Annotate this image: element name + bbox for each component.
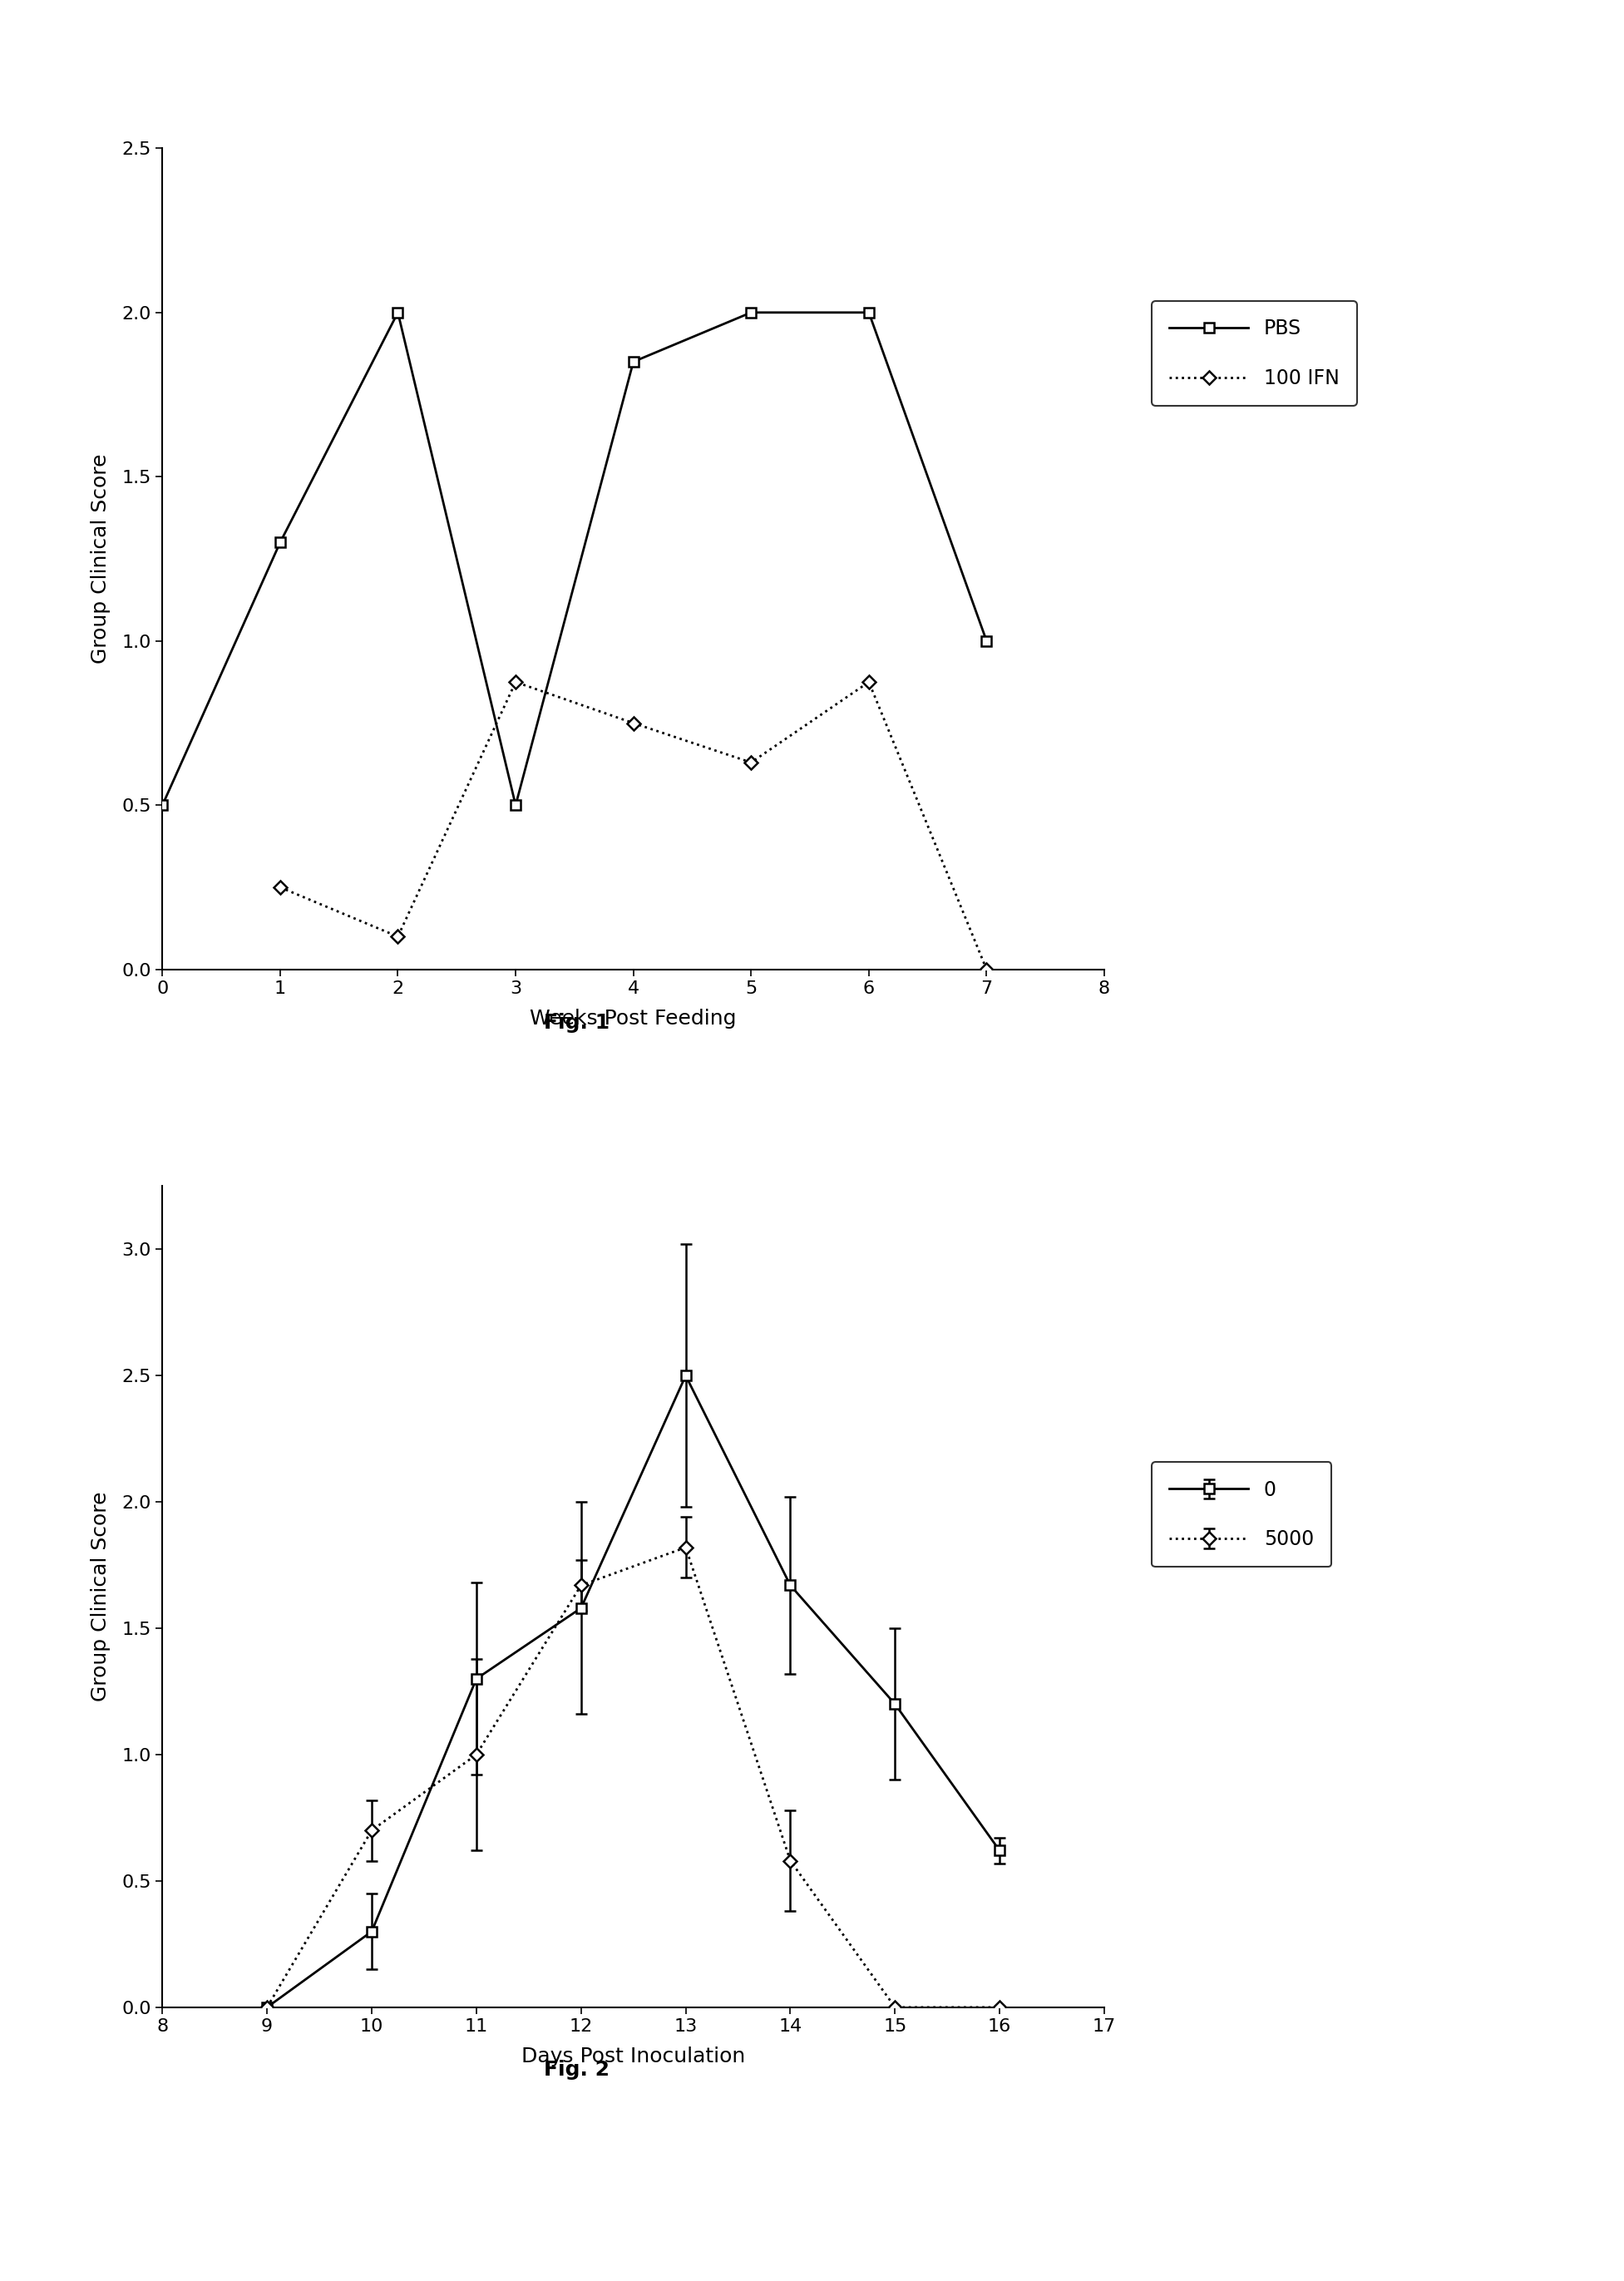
100 IFN [507,668,526,696]
Text: Fig. 2: Fig. 2 [544,2060,609,2080]
PBS [978,627,997,655]
PBS [624,349,643,376]
100 IFN [624,709,643,737]
Legend: PBS, 100 IFN: PBS, 100 IFN [1151,301,1358,406]
Text: Fig. 1: Fig. 1 [544,1013,609,1033]
Y-axis label: Group Clinical Score: Group Clinical Score [91,1492,110,1702]
X-axis label: Days Post Inoculation: Days Post Inoculation [521,2046,745,2067]
PBS [507,792,526,819]
PBS [153,792,172,819]
Line: 100 IFN: 100 IFN [276,677,991,974]
PBS [270,529,291,557]
PBS [859,299,879,326]
PBS [388,299,408,326]
Legend: 0, 5000: 0, 5000 [1151,1462,1332,1567]
X-axis label: Weeks Post Feeding: Weeks Post Feeding [529,1008,737,1029]
100 IFN [270,874,291,901]
Line: PBS: PBS [158,308,992,810]
100 IFN [388,924,408,951]
Y-axis label: Group Clinical Score: Group Clinical Score [91,454,110,664]
100 IFN [741,748,760,776]
PBS [741,299,760,326]
100 IFN [978,956,997,983]
100 IFN [859,668,879,696]
